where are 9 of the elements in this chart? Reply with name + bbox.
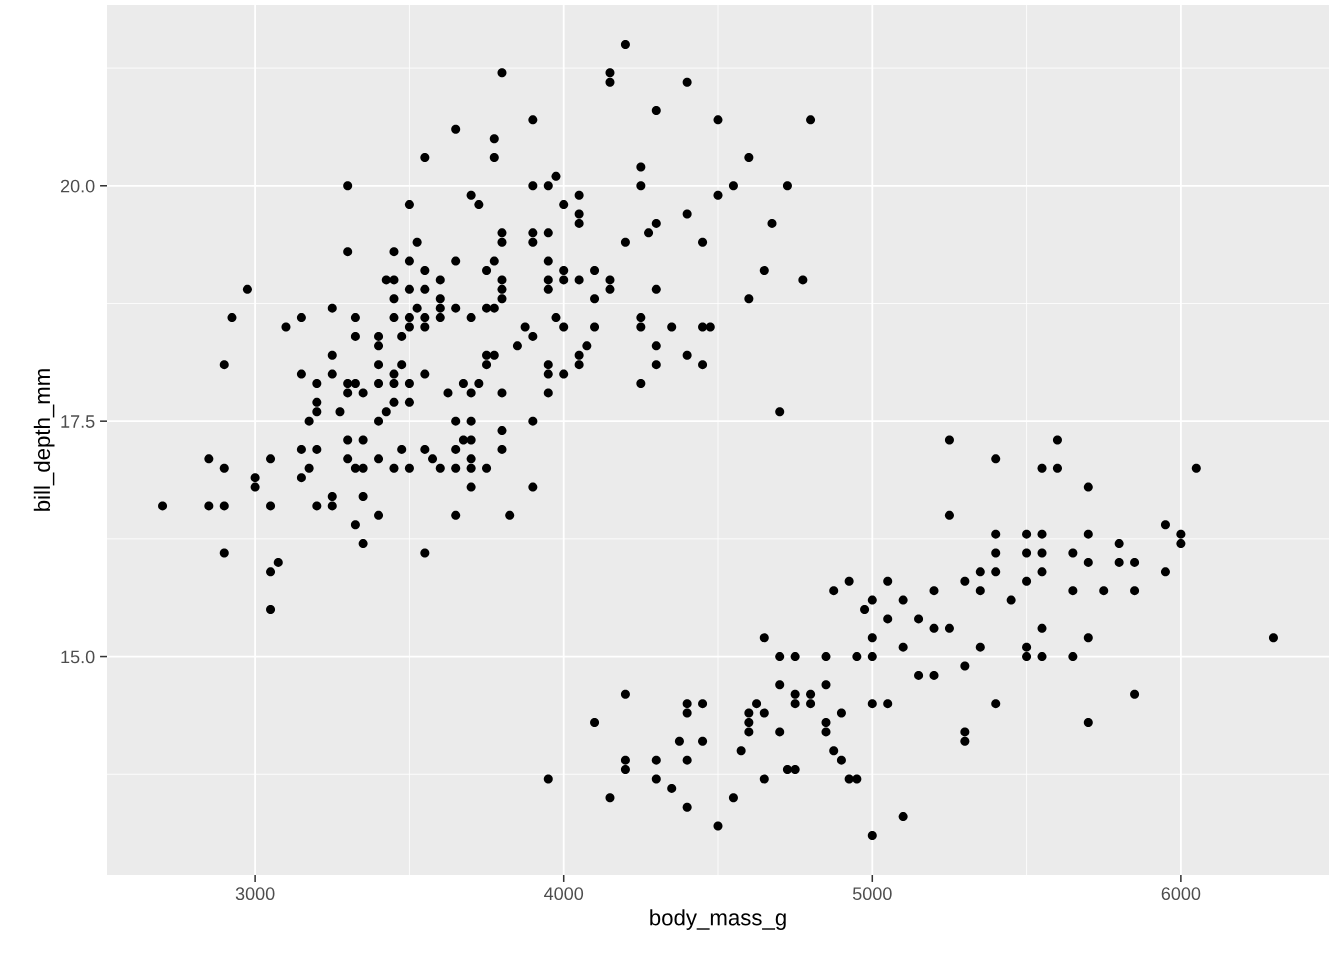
x-tick-label: 5000 — [852, 887, 892, 901]
x-tick-label: 3000 — [235, 887, 275, 901]
y-tick-label: 15.0 — [61, 650, 95, 664]
y-tick-label: 20.0 — [60, 179, 95, 193]
y-tick-label: 17.5 — [61, 415, 95, 428]
x-tick-label: 4000 — [544, 887, 584, 901]
x-axis-title: body_mass_g — [650, 909, 786, 930]
y-axis-title: bill_depth_mm — [33, 369, 55, 511]
x-tick-label: 6000 — [1161, 887, 1201, 901]
